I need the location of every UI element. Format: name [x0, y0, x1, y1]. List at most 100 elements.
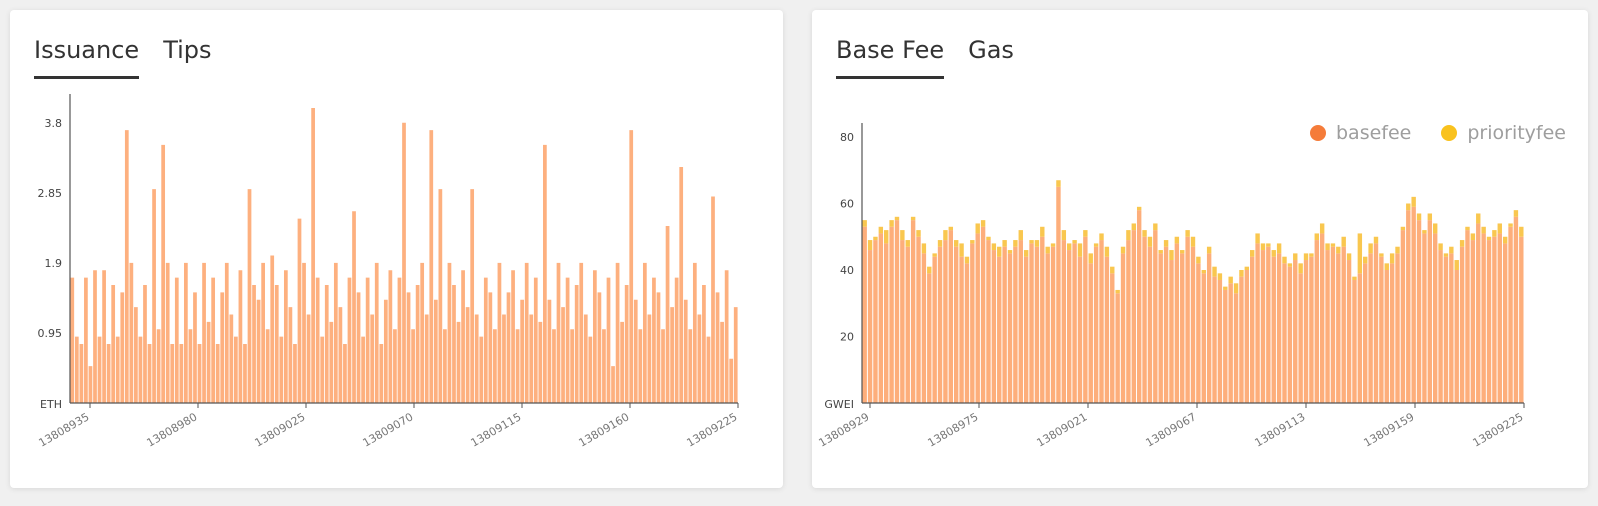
fee-priorityfee-bar	[1169, 250, 1174, 261]
fee-priorityfee-bar	[1023, 250, 1029, 257]
fee-priorityfee-bar	[1029, 240, 1034, 244]
issuance-bar	[193, 292, 197, 404]
fee-priorityfee-bar	[1497, 223, 1502, 234]
fee-basefee-bar	[1239, 276, 1244, 403]
fee-priorityfee-bar	[1368, 243, 1373, 254]
fee-priorityfee-bar	[1341, 236, 1346, 247]
fee-priorityfee-bar	[1255, 233, 1260, 244]
fee-priorityfee-bar	[1395, 246, 1400, 254]
issuance-bar	[552, 329, 556, 403]
issuance-bar	[697, 314, 702, 403]
issuance-bar	[365, 277, 370, 404]
fee-basefee-bar	[1271, 256, 1276, 403]
issuance-bar	[106, 344, 111, 403]
fee-basefee-bar	[1336, 253, 1341, 404]
fee-priorityfee-bar	[1276, 243, 1282, 254]
fee-basefee-bar	[1201, 273, 1206, 403]
fee-basefee-bar	[1363, 263, 1368, 403]
issuance-bar	[243, 344, 247, 403]
fee-priorityfee-bar	[1282, 256, 1287, 264]
issuance-bar	[529, 314, 534, 403]
issuance-bar	[670, 307, 674, 404]
fee-priorityfee-bar	[1223, 286, 1228, 290]
legend-priorityfee[interactable]: priorityfee	[1441, 122, 1566, 144]
issuance-bar	[70, 277, 75, 404]
issuance-bar	[733, 307, 738, 404]
issuance-bar	[297, 218, 302, 404]
fee-priorityfee-bar	[1465, 226, 1470, 231]
fee-priorityfee-bar	[959, 243, 964, 257]
issuance-bar	[620, 321, 624, 404]
fee-priorityfee-bar	[953, 240, 959, 247]
fee-priorityfee-bar	[862, 220, 867, 227]
fee-priorityfee-bar	[1363, 256, 1368, 264]
fee-priorityfee-bar	[878, 226, 884, 234]
fee-basefee-bar	[1427, 220, 1433, 404]
fee-priorityfee-bar	[1217, 273, 1223, 280]
fee-priorityfee-bar	[1206, 246, 1212, 254]
fee-priorityfee-bar	[1438, 243, 1443, 251]
issuance-bar	[252, 285, 256, 403]
fee-priorityfee-bar	[1104, 246, 1110, 257]
issuance-bar	[533, 277, 538, 404]
issuance-bar	[706, 336, 711, 404]
fee-basefee-bar	[1319, 233, 1325, 403]
issuance-bar	[74, 336, 79, 404]
fee-basefee-bar	[1293, 260, 1298, 403]
fee-y-tick-label: 60	[840, 198, 854, 211]
issuance-bar	[406, 292, 411, 404]
fee-priorityfee-bar	[1045, 246, 1050, 254]
fee-priorityfee-bar	[991, 243, 997, 251]
issuance-bar	[93, 270, 97, 403]
issuance-bar	[642, 262, 647, 404]
issuance-bar	[465, 307, 470, 404]
issuance-bar	[679, 167, 684, 403]
fee-priorityfee-bar	[1432, 223, 1438, 234]
fee-priorityfee-bar	[1158, 250, 1163, 254]
fee-basefee-bar	[1223, 289, 1228, 403]
issuance-bar	[256, 299, 261, 403]
fee-priorityfee-bar	[1319, 223, 1325, 234]
fee-basefee-bar	[1454, 270, 1459, 403]
issuance-bar	[129, 262, 134, 404]
fee-priorityfee-bar	[1508, 223, 1513, 227]
issuance-bar	[333, 262, 338, 404]
fee-y-tick-label: 80	[840, 131, 854, 144]
issuance-bar	[379, 344, 384, 403]
fee-priorityfee-bar	[1212, 266, 1217, 277]
issuance-bar	[393, 329, 397, 403]
issuance-bar	[206, 321, 211, 404]
issuance-bar	[261, 262, 265, 404]
issuance-x-tick-label: 13808980	[145, 410, 200, 449]
fee-basefee-bar	[884, 243, 889, 403]
fee-basefee-bar	[964, 263, 970, 403]
fee-priorityfee-bar	[1110, 266, 1115, 274]
tab-gas[interactable]: Gas	[968, 36, 1014, 64]
issuance-bar	[356, 292, 361, 404]
issuance-bar	[202, 262, 206, 404]
issuance-bar	[611, 366, 615, 404]
tab-issuance[interactable]: Issuance	[34, 36, 140, 79]
issuance-bar	[524, 262, 529, 404]
legend-basefee[interactable]: basefee	[1309, 122, 1411, 144]
fee-basefee-bar	[980, 226, 986, 403]
fee-priorityfee-bar	[986, 236, 991, 241]
fee-priorityfee-bar	[1228, 276, 1233, 284]
issuance-bar	[456, 321, 461, 404]
issuance-bar	[156, 329, 161, 403]
fee-basefee-bar	[1373, 243, 1379, 403]
issuance-bar	[429, 130, 434, 404]
tab-base-fee[interactable]: Base Fee	[836, 36, 945, 79]
fee-basefee-bar	[900, 240, 905, 403]
fee-basefee-bar	[1287, 266, 1293, 403]
fee-basefee-bar	[867, 250, 873, 403]
tab-tips[interactable]: Tips	[163, 36, 212, 64]
fee-basefee-bar	[975, 233, 980, 403]
issuance-bar	[652, 277, 656, 404]
fee-basefee-bar	[862, 226, 867, 403]
fee-basefee-bar	[1110, 273, 1115, 403]
issuance-bar	[115, 336, 120, 404]
fee-priorityfee-bar	[1400, 226, 1406, 231]
issuance-bar	[374, 262, 379, 404]
